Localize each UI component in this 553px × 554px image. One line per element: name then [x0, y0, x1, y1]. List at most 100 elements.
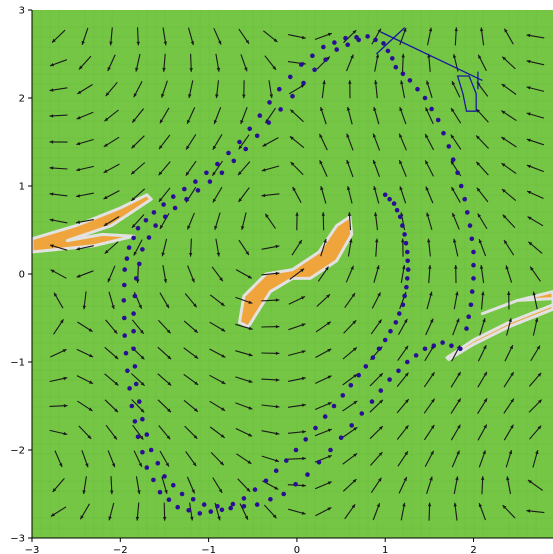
field-arrow-head	[103, 195, 108, 199]
trajectory-point	[144, 465, 150, 470]
trajectory-point	[162, 474, 167, 479]
field-arrow-head	[351, 504, 356, 509]
trajectory-point	[127, 386, 132, 391]
trajectory-point	[184, 196, 189, 202]
trajectory-point	[310, 53, 315, 59]
field-arrow-head	[76, 141, 81, 146]
trajectory-point	[301, 80, 306, 86]
field-arrow-head	[483, 424, 487, 429]
field-arrow-head	[378, 477, 382, 482]
field-arrow-head	[456, 450, 460, 455]
field-arrow-head	[302, 430, 306, 434]
trajectory-point	[385, 48, 391, 54]
trajectory-point	[394, 207, 400, 213]
field-arrow-head	[452, 54, 457, 58]
field-arrow-head	[325, 266, 329, 271]
field-arrow-head	[212, 198, 217, 203]
field-arrow-head	[353, 400, 358, 405]
field-arrow-head	[479, 265, 484, 269]
field-arrow-head	[290, 162, 295, 166]
field-arrow-head	[133, 251, 137, 256]
trajectory-point	[397, 311, 402, 316]
field-arrow-head	[476, 187, 481, 192]
vehicle-marker	[375, 27, 483, 112]
field-arrow-head	[113, 435, 117, 440]
field-arrow-head	[275, 431, 280, 436]
trajectory-point	[405, 258, 411, 264]
field-arrow-head	[114, 355, 119, 360]
field-arrow-head	[534, 318, 539, 322]
field-arrow-head	[52, 38, 56, 43]
field-arrow-head	[319, 160, 323, 165]
field-arrow-head	[476, 135, 480, 140]
trajectory-point	[288, 74, 293, 80]
field-arrow-head	[244, 515, 248, 520]
trajectory-point	[284, 458, 289, 463]
field-arrow-head	[49, 140, 54, 144]
field-arrow-head	[163, 279, 168, 283]
field-arrow-head	[402, 265, 406, 269]
trajectory-point	[137, 261, 142, 267]
trajectory-point	[404, 284, 409, 290]
field-arrow-head	[478, 503, 483, 508]
trajectory-point	[228, 505, 233, 511]
field-arrow-head	[82, 490, 86, 495]
field-arrow-head	[456, 318, 460, 323]
field-arrow-head	[375, 238, 379, 243]
trajectory-point	[334, 47, 340, 52]
trajectory-point	[163, 214, 168, 220]
field-arrow-head	[191, 278, 195, 283]
trajectory-point	[345, 42, 351, 48]
field-arrow-head	[108, 516, 112, 521]
vehicle-heading-line	[380, 31, 483, 81]
field-arrow-head	[248, 326, 253, 330]
field-arrow-head	[137, 490, 141, 495]
trajectory-point	[126, 245, 132, 250]
trajectory-point	[122, 282, 127, 288]
field-arrow-head	[216, 252, 221, 257]
field-arrow-head	[221, 328, 226, 332]
field-arrow-head	[63, 376, 68, 381]
field-arrow-head	[190, 516, 194, 521]
field-arrow-head	[426, 80, 430, 85]
field-arrow-head	[159, 119, 164, 124]
trajectory-point	[140, 416, 145, 422]
field-arrow-head	[292, 186, 296, 191]
field-arrow-head	[404, 345, 409, 350]
field-arrow-head	[103, 222, 108, 226]
trajectory-point	[132, 419, 138, 424]
field-arrow-head	[158, 171, 163, 176]
y-tick-label: 0	[19, 270, 25, 281]
field-arrow-head	[218, 40, 222, 45]
trajectory-point	[195, 188, 201, 193]
field-arrow-head	[327, 428, 332, 432]
trajectory-point	[241, 496, 247, 501]
trajectory-point	[157, 489, 163, 495]
field-arrow-head	[104, 249, 109, 254]
field-arrow-head	[131, 170, 135, 175]
trajectory-point	[305, 472, 310, 477]
trajectory-points	[121, 34, 476, 516]
trajectory-point	[396, 368, 401, 374]
field-arrow-head	[537, 399, 542, 404]
field-arrow-head	[82, 305, 87, 310]
field-arrow-head	[161, 93, 165, 98]
field-arrow-head	[113, 329, 118, 334]
field-arrow-head	[301, 296, 305, 300]
field-arrow-head	[526, 86, 531, 90]
trajectory-point	[405, 276, 410, 281]
field-arrow-head	[76, 220, 80, 224]
trajectory-point	[133, 276, 139, 281]
trajectory-point	[322, 414, 328, 419]
field-arrow-head	[138, 304, 142, 309]
field-arrow-head	[272, 514, 277, 519]
field-arrow-head	[132, 118, 136, 123]
field-arrow-head	[429, 476, 433, 481]
field-arrow-head	[238, 145, 243, 150]
field-arrow-head	[450, 134, 455, 139]
trajectory-point	[155, 460, 161, 466]
field-arrow-head	[275, 271, 280, 276]
trajectory-point	[381, 41, 386, 46]
field-arrow-head	[212, 145, 217, 150]
field-arrow-head	[346, 133, 350, 138]
